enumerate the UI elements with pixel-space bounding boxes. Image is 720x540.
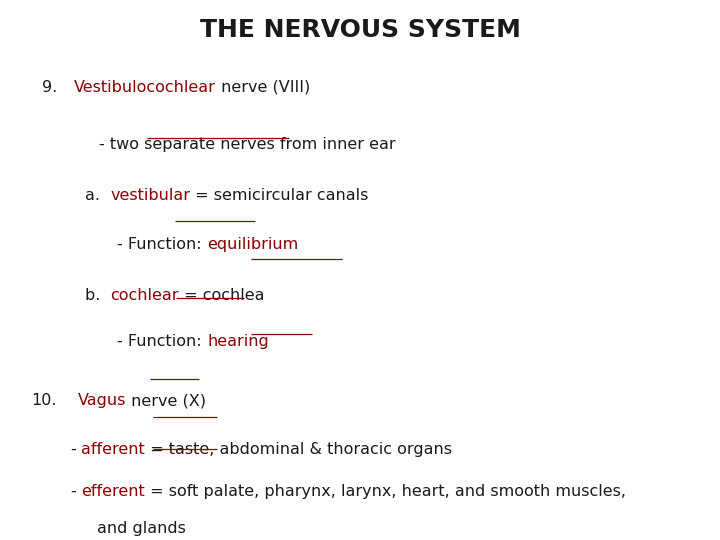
- Text: efferent: efferent: [81, 484, 145, 499]
- Text: 10.: 10.: [32, 393, 57, 408]
- Text: Vagus: Vagus: [78, 393, 126, 408]
- Text: a.: a.: [85, 188, 110, 203]
- Text: = cochlea: = cochlea: [179, 288, 264, 303]
- Text: 9.: 9.: [42, 80, 57, 95]
- Text: nerve (VIII): nerve (VIII): [216, 80, 310, 95]
- Text: equilibrium: equilibrium: [207, 237, 298, 252]
- Text: and glands: and glands: [97, 521, 186, 536]
- Text: Vestibulocochlear: Vestibulocochlear: [74, 80, 216, 95]
- Text: vestibular: vestibular: [110, 188, 190, 203]
- Text: b.: b.: [85, 288, 111, 303]
- Text: THE NERVOUS SYSTEM: THE NERVOUS SYSTEM: [199, 18, 521, 42]
- Text: = taste, abdominal & thoracic organs: = taste, abdominal & thoracic organs: [145, 442, 452, 457]
- Text: - Function:: - Function:: [117, 237, 207, 252]
- Text: -: -: [71, 442, 81, 457]
- Text: - Function:: - Function:: [117, 334, 207, 349]
- Text: cochlear: cochlear: [111, 288, 179, 303]
- Text: -: -: [71, 484, 81, 499]
- Text: = soft palate, pharynx, larynx, heart, and smooth muscles,: = soft palate, pharynx, larynx, heart, a…: [145, 484, 626, 499]
- Text: - two separate nerves from inner ear: - two separate nerves from inner ear: [99, 137, 396, 152]
- Text: = semicircular canals: = semicircular canals: [190, 188, 369, 203]
- Text: nerve (X): nerve (X): [126, 393, 206, 408]
- Text: afferent: afferent: [81, 442, 145, 457]
- Text: hearing: hearing: [207, 334, 269, 349]
